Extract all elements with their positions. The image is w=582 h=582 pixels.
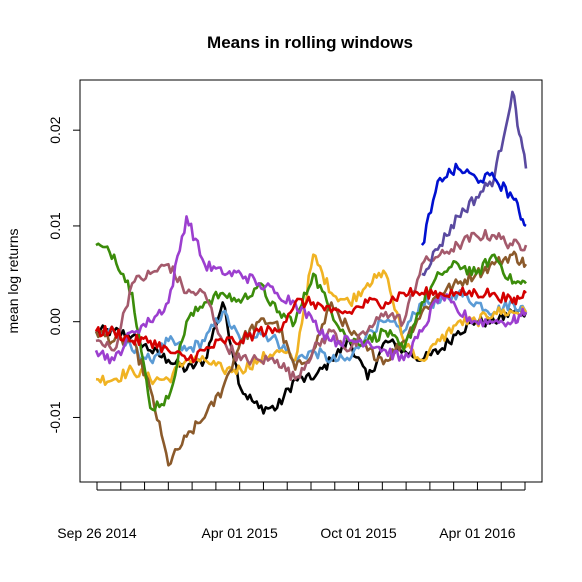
y-axis-label: mean log returns (5, 228, 21, 333)
series-black-line (95, 301, 528, 415)
series-red-line (94, 286, 527, 364)
y-axis: -0.01 0.00 0.01 0.02 (47, 116, 80, 433)
x-axis: Sep 26 2014 Apr 01 2015 Oct 01 2015 Apr 01 … (57, 482, 526, 541)
x-tick-label: Sep 26 2014 (57, 525, 137, 541)
x-tick-label: Apr 01 2015 (202, 525, 278, 541)
series-green-line (95, 242, 527, 412)
series-mauve-line (95, 228, 528, 382)
y-tick-label: 0.02 (47, 116, 63, 143)
series-blue-line (420, 162, 527, 246)
y-tick-label: -0.01 (47, 401, 63, 433)
chart-title: Means in rolling windows (207, 33, 413, 52)
series-layer (94, 90, 528, 467)
series-purple-line (94, 215, 528, 365)
y-tick-label: 0.01 (47, 212, 63, 239)
x-tick-label: Oct 01 2015 (320, 525, 396, 541)
series-goldenrod-line (95, 253, 528, 387)
series-slateblue-line (421, 90, 528, 277)
y-tick-label: 0.00 (47, 308, 63, 335)
x-tick-label: Apr 01 2016 (439, 525, 515, 541)
